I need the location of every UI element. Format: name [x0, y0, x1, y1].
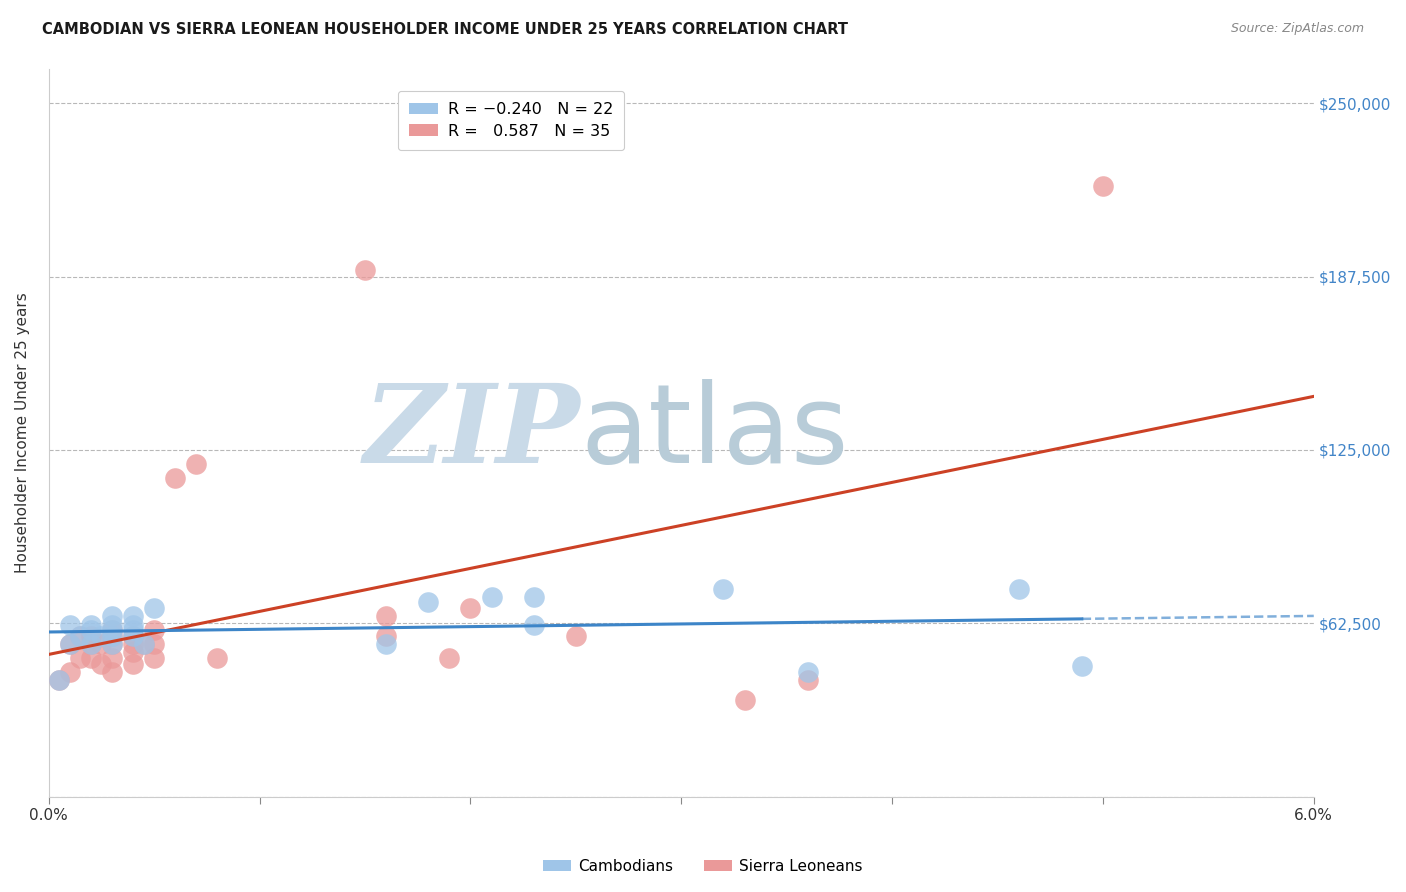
Point: [101, 617, 124, 632]
Point: [101, 665, 124, 679]
Legend: Cambodians, Sierra Leoneans: Cambodians, Sierra Leoneans: [537, 853, 869, 880]
Point: [101, 651, 124, 665]
Legend: R = −0.240   N = 22, R =   0.587   N = 35: R = −0.240 N = 22, R = 0.587 N = 35: [398, 91, 624, 150]
Point: [1070, 659, 1092, 673]
Point: [460, 601, 482, 615]
Point: [90, 637, 112, 651]
Point: [101, 609, 124, 624]
Point: [80, 624, 103, 638]
Point: [80, 651, 103, 665]
Point: [439, 651, 461, 665]
Point: [59, 617, 82, 632]
Point: [481, 590, 503, 604]
Point: [523, 590, 546, 604]
Point: [354, 262, 377, 277]
Point: [734, 692, 756, 706]
Point: [565, 629, 588, 643]
Point: [375, 629, 398, 643]
Point: [143, 601, 166, 615]
Point: [523, 617, 546, 632]
Point: [165, 471, 187, 485]
Point: [143, 651, 166, 665]
Point: [101, 629, 124, 643]
Point: [122, 657, 145, 671]
Point: [69, 629, 91, 643]
Point: [122, 624, 145, 638]
Text: ZIP: ZIP: [363, 379, 581, 486]
Point: [90, 629, 112, 643]
Point: [797, 665, 820, 679]
Point: [207, 651, 229, 665]
Text: CAMBODIAN VS SIERRA LEONEAN HOUSEHOLDER INCOME UNDER 25 YEARS CORRELATION CHART: CAMBODIAN VS SIERRA LEONEAN HOUSEHOLDER …: [42, 22, 848, 37]
Point: [101, 624, 124, 638]
Point: [122, 629, 145, 643]
Point: [1007, 582, 1029, 596]
Point: [1091, 179, 1114, 194]
Point: [132, 637, 155, 651]
Text: Source: ZipAtlas.com: Source: ZipAtlas.com: [1230, 22, 1364, 36]
Point: [418, 595, 440, 609]
Point: [101, 624, 124, 638]
Point: [101, 637, 124, 651]
Point: [80, 637, 103, 651]
Point: [59, 637, 82, 651]
Point: [375, 637, 398, 651]
Point: [101, 629, 124, 643]
Point: [143, 624, 166, 638]
Point: [80, 629, 103, 643]
Point: [122, 617, 145, 632]
Point: [48, 673, 70, 688]
Point: [48, 673, 70, 688]
Point: [713, 582, 735, 596]
Point: [122, 629, 145, 643]
Y-axis label: Householder Income Under 25 years: Householder Income Under 25 years: [15, 293, 30, 573]
Point: [375, 609, 398, 624]
Point: [122, 645, 145, 659]
Point: [122, 609, 145, 624]
Point: [143, 637, 166, 651]
Point: [101, 637, 124, 651]
Point: [90, 657, 112, 671]
Point: [80, 637, 103, 651]
Point: [132, 637, 155, 651]
Point: [80, 617, 103, 632]
Point: [122, 637, 145, 651]
Point: [69, 629, 91, 643]
Text: atlas: atlas: [581, 379, 849, 486]
Point: [59, 665, 82, 679]
Point: [59, 637, 82, 651]
Point: [69, 651, 91, 665]
Point: [797, 673, 820, 688]
Point: [186, 457, 208, 471]
